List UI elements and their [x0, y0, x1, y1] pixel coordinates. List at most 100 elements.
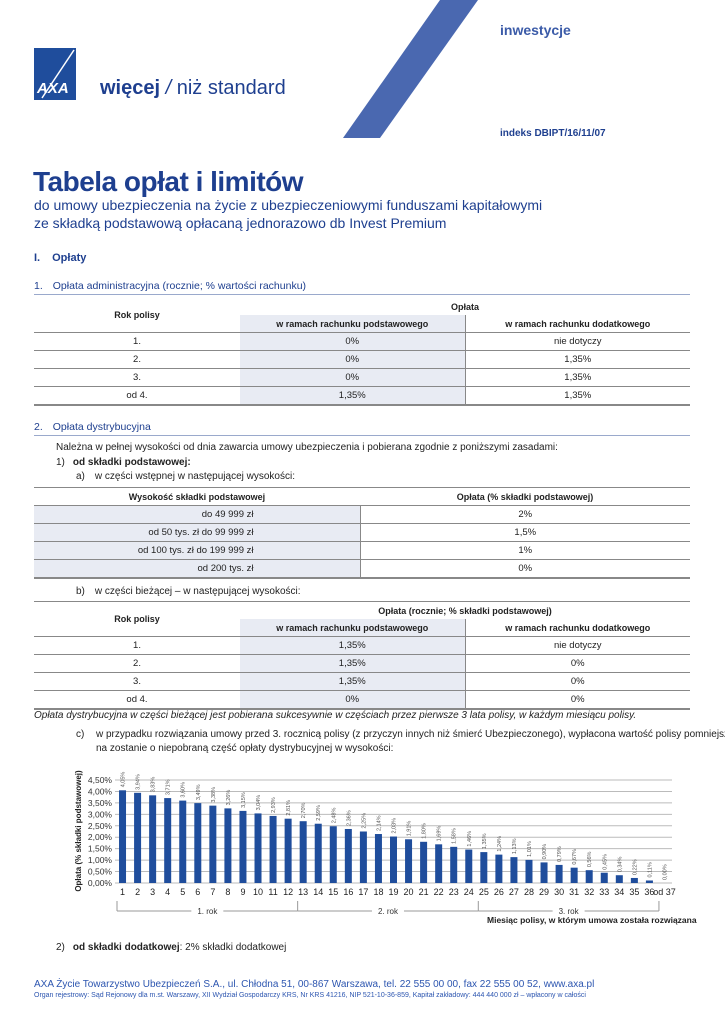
- y-tick-label: 1,00%: [88, 855, 113, 865]
- x-tick-label: 6: [195, 887, 200, 897]
- bar: [540, 862, 548, 883]
- intro-text: Należna w pełnej wysokości od dnia zawar…: [56, 442, 558, 453]
- data-label: 3,83%: [151, 777, 157, 793]
- col-header: Rok polisy: [114, 614, 160, 624]
- data-label: 0,45%: [602, 854, 608, 870]
- x-tick-label: 23: [449, 887, 459, 897]
- bar: [284, 818, 292, 883]
- x-tick-label: 28: [524, 887, 534, 897]
- data-label: 0,00%: [662, 864, 668, 880]
- table-row: od 200 tys. zł 0%: [34, 559, 690, 579]
- data-label: 3,71%: [166, 779, 172, 795]
- data-label: 3,94%: [136, 774, 142, 790]
- data-label: 1,13%: [512, 838, 518, 854]
- x-tick-label: 3: [150, 887, 155, 897]
- table-row: 2. 0% 1,35%: [34, 350, 691, 369]
- x-tick-label: 7: [210, 887, 215, 897]
- x-tick-label: 10: [253, 887, 263, 897]
- bar: [615, 875, 623, 883]
- col-header: w ramach rachunku podstawowego: [240, 619, 465, 637]
- x-tick-label: 33: [599, 887, 609, 897]
- x-tick-label: 24: [464, 887, 474, 897]
- group-label: 1. rok: [197, 907, 218, 916]
- x-tick-label: 14: [313, 887, 323, 897]
- x-tick-label: od 37: [653, 887, 676, 897]
- axa-logo-icon: AXA: [36, 49, 75, 99]
- bar: [134, 792, 142, 883]
- note-text: Opłata dystrybucyjna w części bieżącej j…: [34, 710, 637, 721]
- table-row: 3. 0% 1,35%: [34, 368, 691, 387]
- subtitle: do umowy ubezpieczenia na życie z ubezpi…: [34, 196, 542, 232]
- group-label: 2. rok: [378, 907, 399, 916]
- admin-fee-table: Rok polisy Opłata w ramach rachunku podst…: [34, 298, 691, 406]
- bar: [390, 836, 397, 883]
- y-tick-label: 2,00%: [88, 832, 113, 842]
- y-tick-label: 0,00%: [88, 878, 113, 888]
- table-row: od 50 tys. zł do 99 999 zł 1,5%: [34, 523, 690, 542]
- bar: [209, 805, 217, 883]
- col-header: Opłata (% składki podstawowej): [456, 491, 594, 502]
- y-axis-title: Opłata (% składki podstawowej): [74, 770, 83, 892]
- slogan: więcej / niż standard: [100, 77, 286, 99]
- data-label: 0,11%: [647, 862, 653, 877]
- x-tick-label: 4: [165, 887, 170, 897]
- bar: [525, 859, 533, 883]
- x-tick-label: 36: [644, 887, 654, 897]
- data-label: 0,90%: [542, 844, 548, 860]
- bar: [510, 857, 518, 883]
- data-label: 1,24%: [497, 836, 503, 852]
- data-label: 2,03%: [392, 818, 398, 834]
- bar: [194, 803, 202, 883]
- data-label: 3,15%: [241, 792, 247, 808]
- data-label: 2,59%: [316, 805, 322, 821]
- x-tick-label: 1: [120, 887, 125, 897]
- data-label: 3,04%: [256, 795, 262, 811]
- x-tick-label: 34: [614, 887, 624, 897]
- bar: [269, 815, 277, 883]
- data-label: 3,60%: [181, 782, 187, 798]
- point-b: b) w części bieżącej – w następującej wys…: [76, 586, 301, 597]
- data-label: 0,67%: [572, 849, 578, 865]
- col-header: w ramach rachunku dodatkowego: [464, 619, 691, 637]
- point-a: a) w części wstępnej w następującej wysok…: [76, 471, 295, 482]
- col-header: w ramach rachunku podstawowego: [240, 315, 465, 333]
- bar: [435, 844, 443, 883]
- x-tick-label: 13: [298, 887, 308, 897]
- document-index: indeks DBIPT/16/11/07: [500, 128, 606, 139]
- x-tick-label: 22: [434, 887, 444, 897]
- category-label: inwestycje: [500, 22, 571, 38]
- x-tick-label: 5: [180, 887, 185, 897]
- bar: [239, 810, 247, 883]
- col-header: Rok polisy: [114, 310, 160, 320]
- bar: [344, 828, 352, 883]
- x-tick-label: 11: [268, 887, 277, 897]
- x-tick-label: 12: [283, 887, 293, 897]
- bar: [149, 795, 157, 883]
- subtitle-line: do umowy ubezpieczenia na życie z ubezpi…: [34, 197, 543, 213]
- divider: [34, 294, 690, 295]
- slogan-bold: więcej: [100, 77, 161, 99]
- data-label: 2,14%: [376, 815, 382, 831]
- bar: [224, 808, 232, 883]
- table-row: 2. 1,35% 0%: [34, 654, 691, 673]
- data-label: 1,01%: [527, 841, 533, 857]
- bar: [645, 880, 653, 883]
- group-label-bg: [371, 905, 404, 917]
- bar: [585, 870, 593, 883]
- group-label-bg: [552, 905, 585, 917]
- y-tick-label: 3,50%: [88, 798, 113, 808]
- x-tick-label: 15: [328, 887, 338, 897]
- data-label: 2,48%: [331, 808, 337, 824]
- table-row: 1. 1,35% nie dotyczy: [34, 636, 691, 655]
- group-label-bg: [191, 905, 224, 917]
- bar: [495, 854, 503, 883]
- y-tick-label: 4,50%: [88, 775, 113, 785]
- point-2: 2) od składki dodatkowej: 2% składki doda…: [56, 942, 287, 953]
- x-tick-label: 19: [388, 887, 398, 897]
- distribution-fee-chart: 0,00%0,50%1,00%1,50%2,00%2,50%3,00%3,50%…: [74, 770, 676, 917]
- divider: [34, 435, 690, 436]
- x-tick-label: 31: [569, 887, 579, 897]
- x-tick-label: 17: [358, 887, 368, 897]
- s2-heading: 2. Opłata dystrybucyjna: [34, 421, 151, 433]
- page-title: Tabela opłat i limitów: [33, 166, 304, 197]
